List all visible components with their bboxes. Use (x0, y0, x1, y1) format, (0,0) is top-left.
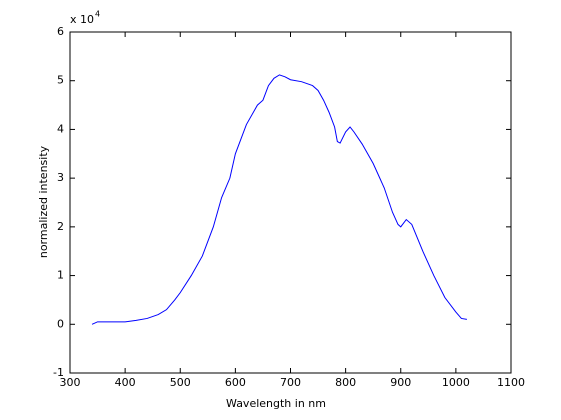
y-scale-prefix: x 10 (70, 13, 94, 26)
x-tick-label: 900 (390, 376, 411, 389)
x-tick-label: 500 (170, 376, 191, 389)
data-line (91, 74, 467, 325)
y-scale-exponent: 4 (95, 10, 100, 19)
x-axis-label: Wavelength in nm (226, 397, 326, 410)
x-tick-label: 800 (335, 376, 356, 389)
y-tick-label: 4 (57, 122, 64, 135)
x-tick-label: 300 (60, 376, 81, 389)
x-tick-label: 1000 (442, 376, 470, 389)
y-tick-label: 1 (57, 269, 64, 282)
y-tick-label: 6 (57, 25, 64, 38)
y-tick-label: 0 (57, 317, 64, 330)
x-tick-label: 400 (115, 376, 136, 389)
x-tick-label: 700 (280, 376, 301, 389)
y-tick-label: -1 (53, 366, 64, 379)
y-tick-label: 3 (57, 171, 64, 184)
x-tick-label: 1100 (497, 376, 525, 389)
plot-area (69, 31, 512, 374)
x-tick-label: 600 (225, 376, 246, 389)
y-tick-label: 2 (57, 220, 64, 233)
y-axis-label: normalized intensity (37, 145, 50, 258)
y-tick-label: 5 (57, 74, 64, 87)
